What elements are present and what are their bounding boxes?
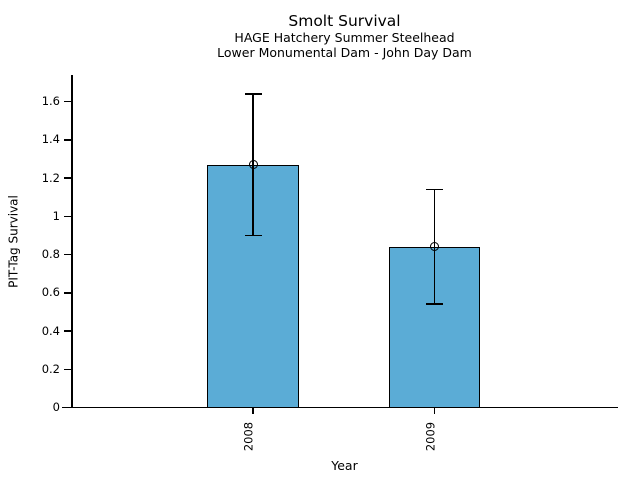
chart-title: Smolt Survival <box>288 12 401 30</box>
y-tick-label: 0.8 <box>41 247 60 261</box>
y-tick <box>63 215 72 217</box>
chart-subtitle-2: Lower Monumental Dam - John Day Dam <box>217 44 472 60</box>
y-tick-label: 1.4 <box>41 132 60 147</box>
y-tick-label: 0.6 <box>41 285 60 300</box>
x-axis-title: Year <box>331 458 358 473</box>
y-tick <box>63 100 72 103</box>
y-tick-label: 0.4 <box>41 323 60 338</box>
x-tick <box>433 408 436 414</box>
x-tick-label: 2009 <box>423 421 437 452</box>
y-tick <box>63 292 72 294</box>
y-tick <box>63 253 72 256</box>
y-tick <box>63 177 72 179</box>
y-tick-label: 0 <box>52 400 60 414</box>
y-tick-label: 0.2 <box>41 361 60 376</box>
x-tick <box>252 408 254 414</box>
y-tick <box>63 406 72 409</box>
error-bar-cap-top <box>244 93 262 95</box>
y-tick <box>63 330 72 332</box>
chart-subtitle-1: HAGE Hatchery Summer Steelhead <box>234 30 455 45</box>
chart-header: Smolt Survival HAGE Hatchery Summer Stee… <box>72 11 617 60</box>
y-axis-line <box>71 74 73 409</box>
y-tick-label: 1.6 <box>41 94 60 108</box>
error-bar-cap-top <box>426 188 443 191</box>
x-axis-line <box>61 406 618 409</box>
error-bar-cap-bottom <box>426 303 443 305</box>
y-tick-label: 1.2 <box>41 170 60 185</box>
point-marker <box>248 160 258 170</box>
x-tick-label: 2008 <box>241 421 256 452</box>
error-bar-cap-bottom <box>244 234 262 237</box>
y-tick <box>63 368 72 370</box>
y-tick <box>63 139 72 141</box>
y-tick-label: 1 <box>52 208 60 223</box>
point-marker <box>430 242 439 252</box>
